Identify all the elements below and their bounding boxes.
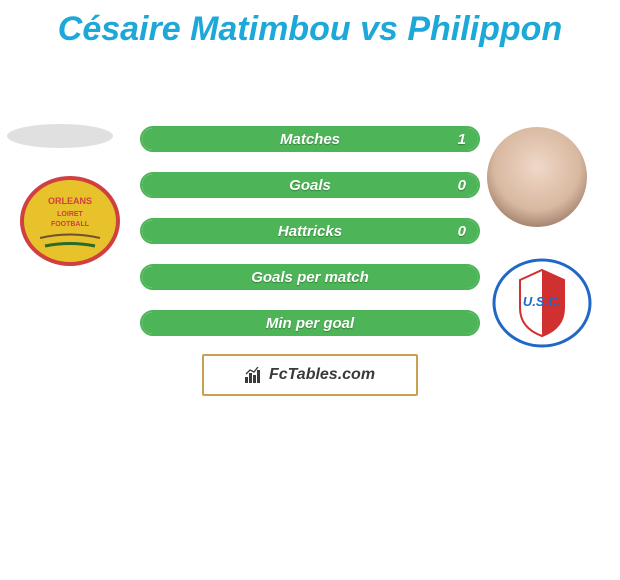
stat-value: 0	[458, 174, 466, 196]
player2-name: Philippon	[407, 10, 562, 48]
player1-club-logo: ORLEANS LOIRET FOOTBALL	[20, 176, 120, 266]
comparison-title: Césaire Matimbou vs Philippon	[0, 0, 620, 49]
player2-club-logo: U.S.C.	[492, 258, 592, 348]
svg-text:FOOTBALL: FOOTBALL	[51, 221, 90, 228]
stat-row-goals: Goals 0	[140, 172, 480, 198]
player1-avatar	[7, 124, 113, 148]
svg-text:U.S.C.: U.S.C.	[523, 294, 561, 309]
svg-text:LOIRET: LOIRET	[57, 211, 83, 218]
season-subtitle: Club competitions, Season 2024/2025	[0, 63, 620, 80]
stat-label: Goals per match	[142, 266, 478, 288]
stat-value: 0	[458, 220, 466, 242]
player2-avatar	[484, 124, 590, 230]
stat-row-goals-per-match: Goals per match	[140, 264, 480, 290]
chart-icon	[245, 367, 263, 383]
branding-text: FcTables.com	[269, 366, 375, 384]
vs-text: vs	[360, 10, 398, 48]
stat-row-min-per-goal: Min per goal	[140, 310, 480, 336]
svg-text:ORLEANS: ORLEANS	[48, 196, 92, 206]
stat-label: Hattricks	[142, 220, 478, 242]
player1-name: Césaire Matimbou	[58, 10, 351, 48]
stat-row-hattricks: Hattricks 0	[140, 218, 480, 244]
stats-container: Matches 1 Goals 0 Hattricks 0 Goals per …	[140, 126, 480, 356]
branding-box: FcTables.com	[202, 354, 418, 396]
comparison-date: 19 february 2025	[0, 408, 620, 425]
stat-value: 1	[458, 128, 466, 150]
stat-label: Goals	[142, 174, 478, 196]
stat-label: Matches	[142, 128, 478, 150]
stat-row-matches: Matches 1	[140, 126, 480, 152]
stat-label: Min per goal	[142, 312, 478, 334]
